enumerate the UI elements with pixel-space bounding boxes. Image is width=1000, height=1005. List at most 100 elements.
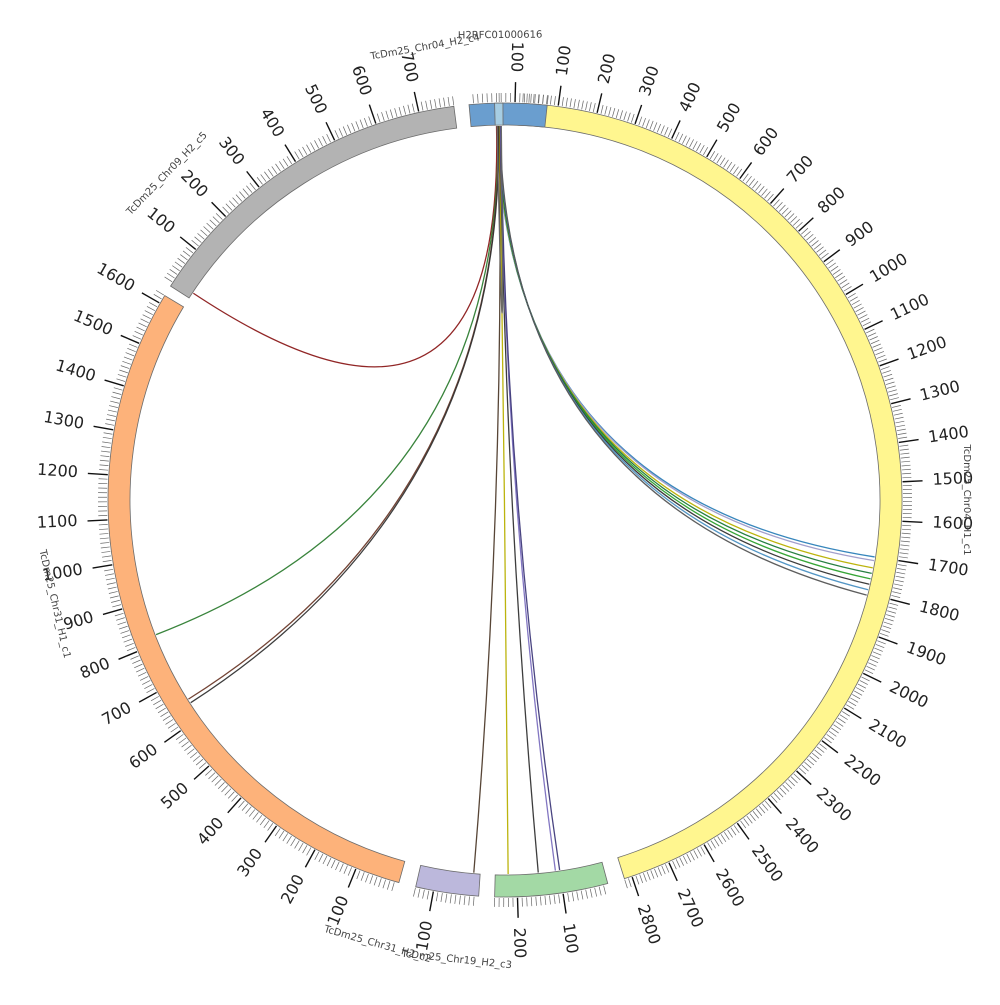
minor-tick <box>690 852 694 860</box>
minor-tick <box>339 128 343 136</box>
minor-tick <box>693 141 697 149</box>
minor-tick <box>891 595 900 597</box>
major-tick <box>228 798 241 813</box>
minor-tick <box>151 696 159 700</box>
minor-tick <box>104 569 113 571</box>
tick-label: 400 <box>675 79 705 115</box>
minor-tick <box>105 574 114 576</box>
minor-tick <box>357 871 360 879</box>
minor-tick <box>408 105 410 114</box>
minor-tick <box>878 359 886 362</box>
minor-tick <box>464 896 465 905</box>
link-ribbon <box>500 126 867 595</box>
minor-tick <box>163 716 171 721</box>
minor-tick <box>868 333 876 337</box>
major-tick <box>704 845 714 862</box>
minor-tick <box>643 118 646 126</box>
minor-tick <box>590 889 592 898</box>
minor-tick <box>675 132 679 140</box>
minor-tick <box>154 294 162 299</box>
tick-label: 1400 <box>927 422 970 447</box>
minor-tick <box>195 237 202 243</box>
tick-label: 300 <box>215 133 249 169</box>
minor-tick <box>106 419 115 421</box>
major-tick <box>899 440 919 443</box>
minor-tick <box>138 672 146 676</box>
major-tick <box>824 250 840 262</box>
minor-tick <box>205 769 212 775</box>
minor-tick <box>831 728 838 733</box>
tick-label: 800 <box>77 653 112 682</box>
minor-tick <box>276 164 281 171</box>
minor-tick <box>902 465 911 466</box>
minor-tick <box>125 643 133 646</box>
minor-tick <box>299 843 304 851</box>
minor-tick <box>204 227 211 233</box>
minor-tick <box>139 323 147 327</box>
minor-tick <box>283 159 288 167</box>
minor-tick <box>806 234 813 240</box>
minor-tick <box>827 734 834 739</box>
minor-tick <box>183 251 190 257</box>
tick-label: 2500 <box>748 841 787 885</box>
minor-tick <box>246 186 252 193</box>
minor-tick <box>112 605 121 607</box>
minor-tick <box>901 461 910 462</box>
tick-label: 2300 <box>813 784 856 826</box>
minor-tick <box>646 119 649 127</box>
minor-tick <box>852 300 860 304</box>
minor-tick <box>171 727 178 732</box>
minor-tick <box>370 875 373 883</box>
minor-tick <box>676 859 680 867</box>
major-tick <box>164 731 180 743</box>
major-tick <box>770 189 783 204</box>
minor-tick <box>759 806 765 813</box>
minor-tick <box>360 120 363 128</box>
major-tick <box>518 898 519 918</box>
links-layer <box>156 126 875 874</box>
minor-tick <box>100 538 109 539</box>
minor-tick <box>156 704 164 709</box>
minor-tick <box>303 845 307 853</box>
minor-tick <box>577 891 579 900</box>
minor-tick <box>892 405 901 407</box>
minor-tick <box>859 315 867 319</box>
minor-tick <box>99 524 108 525</box>
minor-tick <box>898 437 907 438</box>
minor-tick <box>857 311 865 315</box>
minor-tick <box>589 102 591 111</box>
minor-tick <box>382 112 385 121</box>
minor-tick <box>873 344 881 347</box>
minor-tick <box>744 818 749 825</box>
minor-tick <box>550 96 551 105</box>
tick-label: 1600 <box>94 259 139 296</box>
minor-tick <box>869 336 877 340</box>
link-ribbon <box>497 126 874 561</box>
minor-tick <box>599 887 601 896</box>
tick-label: 1300 <box>42 407 85 433</box>
minor-tick <box>215 779 221 785</box>
minor-tick <box>109 591 118 593</box>
minor-tick <box>239 801 245 808</box>
major-tick <box>891 399 910 404</box>
minor-tick <box>643 873 646 881</box>
tick-label: 100 <box>143 203 179 237</box>
minor-tick <box>896 425 905 427</box>
minor-tick <box>562 97 563 106</box>
minor-tick <box>100 465 109 466</box>
minor-tick <box>175 262 182 267</box>
major-tick <box>879 637 898 644</box>
minor-tick <box>122 361 130 364</box>
minor-tick <box>714 153 719 161</box>
minor-tick <box>186 247 193 253</box>
major-tick <box>863 673 881 682</box>
minor-tick <box>881 630 890 633</box>
minor-tick <box>243 189 249 196</box>
segment-ticks-tcdm25-chr31-h2-c2: 100 <box>412 888 474 953</box>
minor-tick <box>303 147 307 155</box>
minor-tick <box>142 680 150 684</box>
minor-tick <box>426 101 428 110</box>
tick-label: 100 <box>552 44 575 77</box>
minor-tick <box>101 547 110 548</box>
tick-label: 100 <box>559 922 582 955</box>
